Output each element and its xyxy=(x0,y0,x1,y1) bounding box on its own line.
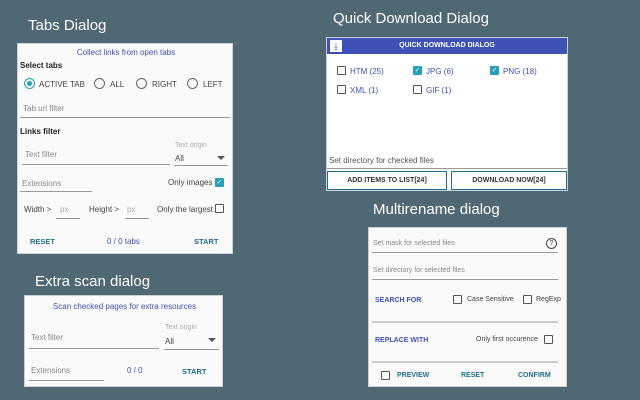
text-origin-select[interactable]: All xyxy=(165,337,174,346)
start-button[interactable]: START xyxy=(182,367,207,376)
reset-button[interactable]: RESET xyxy=(461,372,485,379)
radio-right[interactable] xyxy=(136,78,147,89)
tabs-dialog-header: Collect links from open tabs xyxy=(76,48,176,57)
width-label: Width > xyxy=(24,205,52,214)
radio-label: ALL xyxy=(110,80,125,89)
replace-with-button[interactable]: REPLACE WITH xyxy=(375,337,429,344)
xml-checkbox[interactable] xyxy=(337,85,346,94)
text-filter-input[interactable]: Text filter xyxy=(31,333,64,342)
only-first-label: Only first occurence xyxy=(476,336,538,343)
png-checkbox[interactable]: ✓ xyxy=(490,66,499,75)
only-largest-checkbox[interactable] xyxy=(215,204,224,213)
multirename-dialog: Set mask for selected files ? Set direct… xyxy=(368,227,567,387)
tabs-dialog-title: Tabs Dialog xyxy=(28,17,107,34)
reset-button[interactable]: RESET xyxy=(30,237,56,246)
case-sensitive-checkbox[interactable] xyxy=(453,295,462,304)
htm-checkbox[interactable] xyxy=(337,66,346,75)
height-input[interactable]: px xyxy=(127,205,136,214)
tabs-count: 0 / 0 tabs xyxy=(107,237,140,246)
links-filter-label: Links filter xyxy=(20,127,61,136)
text-filter-input[interactable]: Text filter xyxy=(25,150,58,159)
tab-url-filter-input[interactable]: Tab url filter xyxy=(23,104,65,113)
quick-download-header: QUICK DOWNLOAD DIALOG xyxy=(399,42,495,49)
case-sensitive-label: Case Sensitive xyxy=(467,296,514,303)
download-now-button[interactable]: DOWNLOAD NOW[24] xyxy=(451,171,567,190)
only-largest-label: Only the largest xyxy=(157,205,214,214)
select-tabs-label: Select tabs xyxy=(20,61,63,70)
extensions-input[interactable]: Extensions xyxy=(31,366,71,375)
quick-download-dialog: ⤓ QUICK DOWNLOAD DIALOG HTM (25) ✓ JPG (… xyxy=(326,37,568,191)
jpg-checkbox[interactable]: ✓ xyxy=(413,66,422,75)
only-images-checkbox[interactable]: ✓ xyxy=(215,178,224,187)
chevron-down-icon xyxy=(208,338,216,342)
start-button[interactable]: START xyxy=(194,237,219,246)
preview-button[interactable]: PREVIEW xyxy=(397,372,430,379)
only-images-label: Only images xyxy=(168,178,213,187)
text-origin-label: Text origin xyxy=(175,142,207,149)
radio-all[interactable] xyxy=(94,78,105,89)
confirm-button[interactable]: CONFIRM xyxy=(518,372,551,379)
regexp-checkbox[interactable] xyxy=(523,295,532,304)
directory-input[interactable]: Set directory for selected files xyxy=(373,267,465,274)
quick-download-title: Quick Download Dialog xyxy=(333,10,489,27)
height-label: Height > xyxy=(89,205,120,214)
regexp-label: RegExp xyxy=(536,296,561,303)
type-label: XML (1) xyxy=(350,86,379,95)
scan-count: 0 / 0 xyxy=(127,366,143,375)
radio-label: RIGHT xyxy=(152,80,177,89)
type-label: JPG (6) xyxy=(426,67,454,76)
help-icon[interactable]: ? xyxy=(546,238,557,249)
extra-scan-dialog: Scan checked pages for extra resources T… xyxy=(24,295,223,387)
gif-checkbox[interactable] xyxy=(413,85,422,94)
download-icon: ⤓ xyxy=(330,40,342,52)
mask-input[interactable]: Set mask for selected files xyxy=(373,240,455,247)
extra-scan-header: Scan checked pages for extra resources xyxy=(52,302,197,311)
radio-left[interactable] xyxy=(187,78,198,89)
text-origin-label: Text origin xyxy=(165,324,197,331)
search-for-button[interactable]: SEARCH FOR xyxy=(375,297,422,304)
tabs-dialog: Collect links from open tabs Select tabs… xyxy=(17,43,233,254)
type-label: PNG (18) xyxy=(503,67,537,76)
radio-active-tab[interactable] xyxy=(24,78,35,89)
directory-input[interactable]: Set directory for checked files xyxy=(329,156,434,165)
preview-checkbox[interactable] xyxy=(381,371,390,380)
extensions-input[interactable]: Extensions xyxy=(22,179,62,188)
radio-label: ACTIVE TAB xyxy=(39,80,85,89)
quick-download-header-bar: ⤓ QUICK DOWNLOAD DIALOG xyxy=(327,38,567,54)
multirename-title: Multirename dialog xyxy=(373,201,500,218)
chevron-down-icon xyxy=(217,156,225,160)
only-first-checkbox[interactable] xyxy=(544,335,553,344)
extra-scan-title: Extra scan dialog xyxy=(35,273,151,290)
radio-label: LEFT xyxy=(203,80,223,89)
add-items-button[interactable]: ADD ITEMS TO LIST[24] xyxy=(327,171,447,190)
type-label: HTM (25) xyxy=(350,67,384,76)
type-label: GIF (1) xyxy=(426,86,452,95)
width-input[interactable]: px xyxy=(60,205,69,214)
text-origin-select[interactable]: All xyxy=(175,154,184,163)
